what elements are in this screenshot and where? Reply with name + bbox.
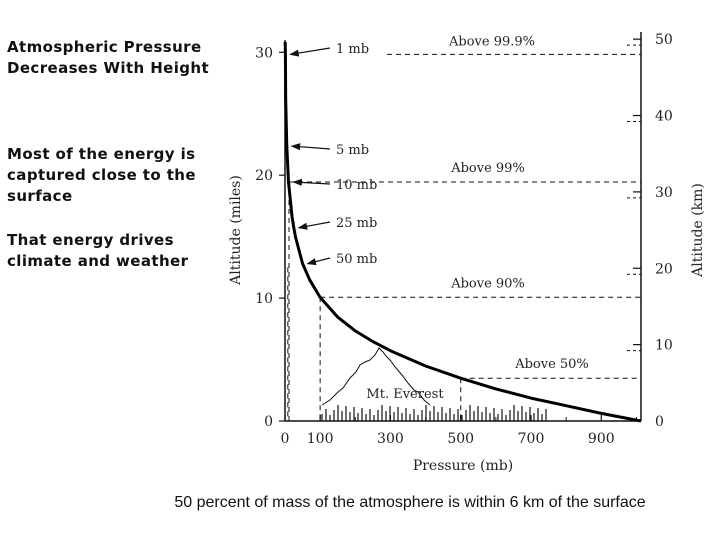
y-tick-label-km: 0 (655, 414, 664, 430)
pressure-arrow (290, 143, 331, 151)
y-tick-label-km: 30 (655, 185, 673, 201)
x-tick-label: 100 (307, 431, 334, 447)
weather-text: That energy drives climate and weather (7, 231, 189, 270)
pressure-arrow (297, 221, 331, 230)
y-tick-label-km: 50 (655, 32, 673, 48)
x-tick-label: 0 (281, 431, 290, 447)
x-tick-label: 300 (377, 431, 404, 447)
reference-label: Above 99.9% (448, 34, 535, 49)
pressure-arrow (306, 257, 331, 266)
pressure-arrow (289, 47, 331, 57)
y-tick-label-miles: 10 (255, 291, 273, 307)
pressure-label: 50 mb (336, 252, 377, 267)
x-tick-label: 500 (447, 431, 474, 447)
everest-outline (321, 347, 431, 406)
x-tick-label: 700 (518, 431, 545, 447)
reference-label: Above 90% (450, 276, 525, 291)
x-axis-label: Pressure (mb) (413, 458, 513, 474)
title-text: Atmospheric Pressure Decreases With Heig… (7, 38, 210, 77)
pressure-curve (283, 41, 642, 423)
caption: 50 percent of mass of the atmosphere is … (174, 494, 646, 511)
y-tick-label-km: 20 (655, 261, 673, 277)
y-axis-label-km: Altitude (km) (690, 183, 706, 278)
y-tick-label-miles: 0 (264, 414, 273, 430)
reference-label: Above 99% (450, 161, 525, 176)
pressure-arrow (292, 178, 331, 187)
y-tick-label-miles: 30 (255, 45, 273, 61)
y-tick-label-miles: 20 (255, 168, 273, 184)
y-axis-label-miles: Altitude (miles) (228, 175, 244, 286)
everest-label: Mt. Everest (366, 387, 444, 402)
y-tick-label-km: 10 (655, 338, 673, 354)
pressure-label: 5 mb (336, 143, 369, 158)
pressure-label: 10 mb (336, 178, 377, 193)
pressure-label: 1 mb (336, 42, 369, 57)
y-tick-label-km: 40 (655, 109, 673, 125)
energy-text: Most of the energy is captured close to … (7, 145, 196, 205)
reference-label: Above 50% (514, 357, 589, 372)
pressure-label: 25 mb (336, 216, 377, 231)
x-tick-label: 900 (588, 431, 615, 447)
